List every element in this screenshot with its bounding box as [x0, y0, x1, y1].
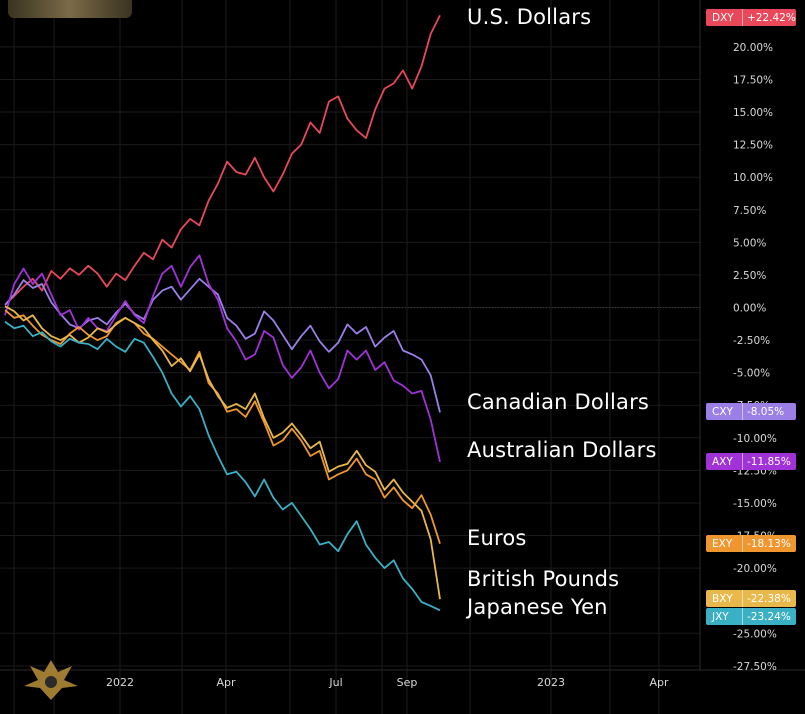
series-label-cad: Canadian Dollars: [467, 390, 650, 414]
badge-exy-value: -18.13%: [747, 537, 791, 550]
series-label-jpy: Japanese Yen: [467, 595, 608, 619]
series-line-axy: [4, 254, 441, 463]
series-line-cxy: [4, 277, 441, 413]
badge-axy-value: -11.85%: [747, 455, 791, 468]
y-tick-label: -25.00%: [733, 628, 777, 640]
badge-cxy: CXY -8.05%: [706, 403, 796, 420]
badge-jxy-code: JXY: [712, 610, 729, 623]
series-label-aud: Australian Dollars: [467, 438, 657, 462]
badge-bxy-value: -22.38%: [747, 592, 791, 605]
y-tick-label: -27.50%: [733, 661, 777, 673]
y-tick-label: 5.00%: [733, 237, 766, 249]
y-tick-label: 17.50%: [733, 74, 773, 86]
y-tick-label: 0.00%: [733, 303, 766, 315]
series-line-dxy: [4, 14, 441, 306]
x-tick-label: Sep: [397, 676, 418, 689]
y-tick-label: 7.50%: [733, 205, 766, 217]
badge-bxy: BXY -22.38%: [706, 590, 796, 607]
badge-axy-code: AXY: [712, 455, 733, 468]
badge-axy: AXY -11.85%: [706, 453, 796, 470]
series-line-jxy: [4, 321, 441, 612]
badge-exy-code: EXY: [712, 537, 733, 550]
series-label-gbp: British Pounds: [467, 567, 620, 591]
y-tick-label: -15.00%: [733, 498, 777, 510]
y-tick-label: -10.00%: [733, 433, 777, 445]
badge-cxy-code: CXY: [712, 405, 733, 418]
badge-exy: EXY -18.13%: [706, 535, 796, 552]
x-tick-label: 2023: [537, 676, 565, 689]
y-axis: 20.00% 17.50% 15.00% 12.50% 10.00% 7.50% 5.00%…: [733, 42, 777, 673]
series-line-bxy: [4, 305, 441, 600]
y-tick-label: 10.00%: [733, 172, 773, 184]
y-tick-label: 12.50%: [733, 140, 773, 152]
x-tick-label: 2022: [106, 676, 134, 689]
badge-cxy-value: -8.05%: [747, 405, 785, 418]
series-label-usd: U.S. Dollars: [467, 5, 592, 29]
badge-dxy-code: DXY: [712, 11, 734, 24]
badge-jxy: JXY -23.24%: [706, 608, 796, 625]
x-tick-label: Apr: [216, 676, 236, 689]
x-tick-label: Jul: [328, 676, 342, 689]
badge-dxy-value: +22.42%: [747, 11, 796, 24]
watermark-logo: [24, 660, 78, 700]
badge-bxy-code: BXY: [712, 592, 733, 605]
badge-dxy: DXY +22.42%: [706, 9, 796, 26]
y-tick-label: 2.50%: [733, 270, 766, 282]
y-tick-label: 15.00%: [733, 107, 773, 119]
series-label-eur: Euros: [467, 526, 527, 550]
x-tick-label: Apr: [649, 676, 669, 689]
y-tick-label: -5.00%: [733, 368, 770, 380]
y-tick-label: 20.00%: [733, 42, 773, 54]
y-tick-label: -20.00%: [733, 563, 777, 575]
x-axis: 2022 Apr Jul Sep 2023 Apr: [106, 676, 669, 689]
top-left-decoration: [8, 0, 132, 18]
y-tick-label: -2.50%: [733, 335, 770, 347]
series-lines: [4, 14, 441, 612]
badge-jxy-value: -23.24%: [747, 610, 791, 623]
